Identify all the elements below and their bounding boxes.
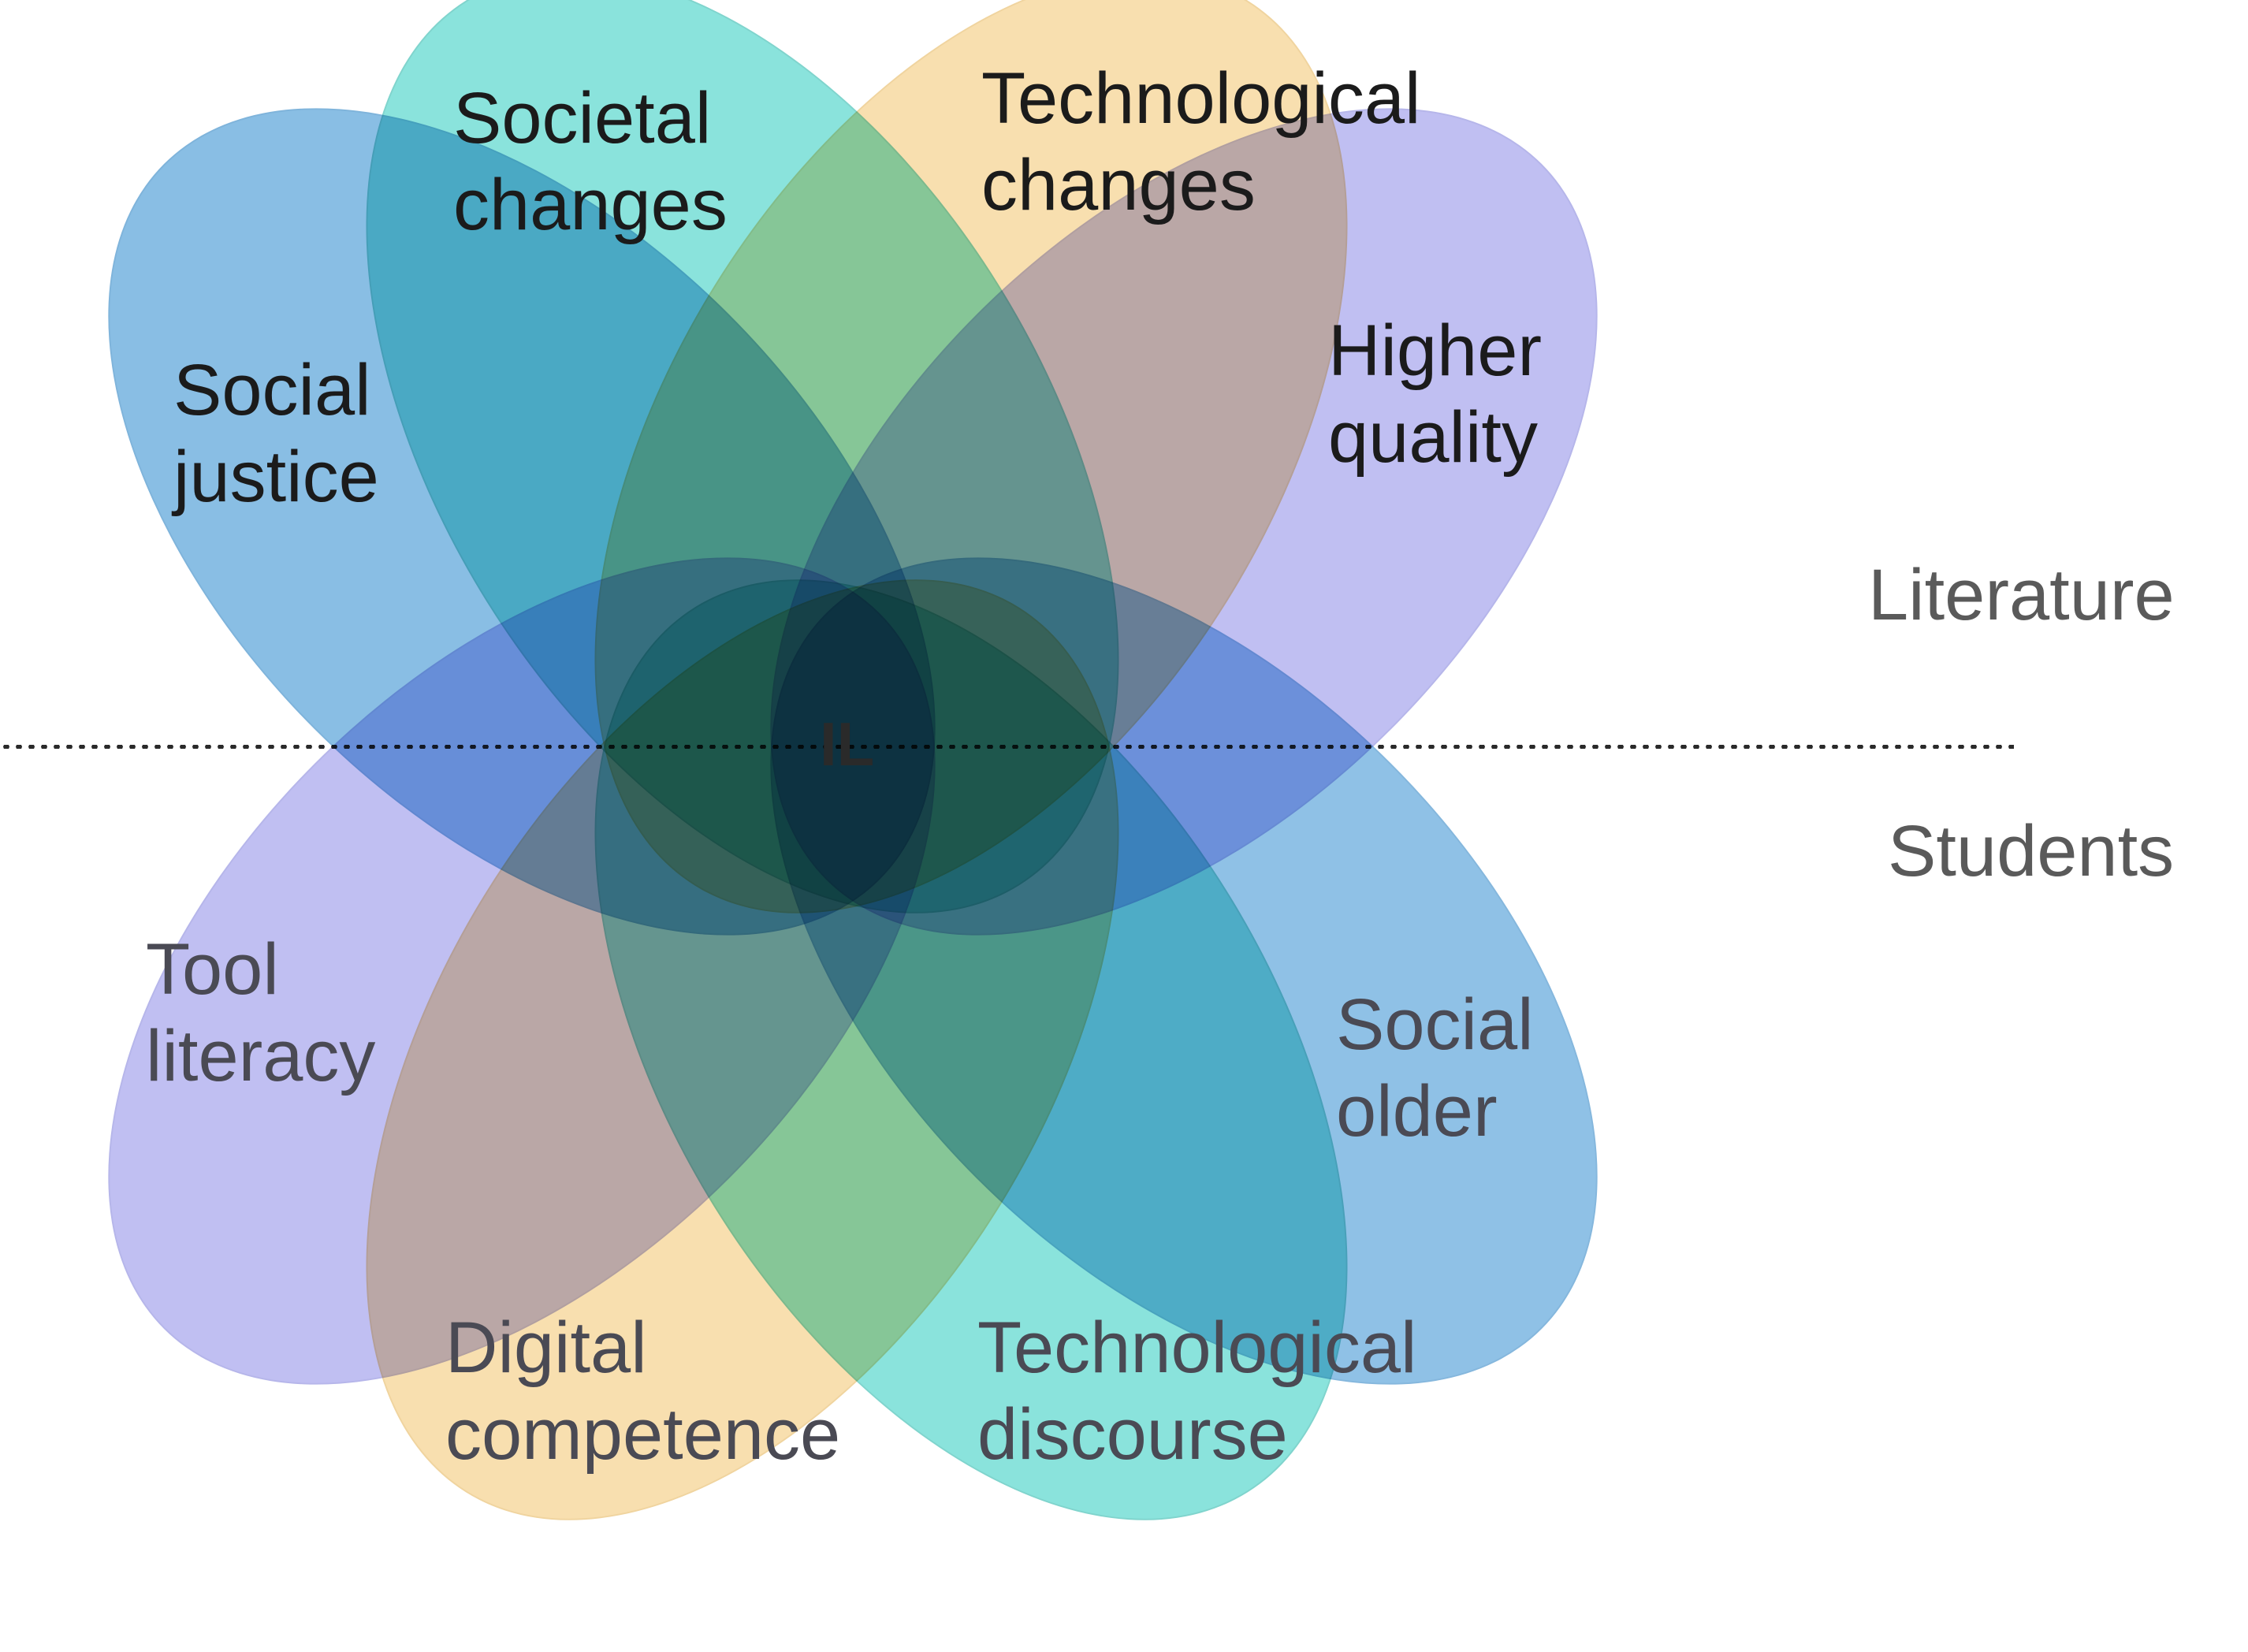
ellipse-label-higher-quality: Higher quality bbox=[1328, 307, 1542, 482]
ellipse-label-digital-competence: Digital competence bbox=[445, 1304, 840, 1479]
venn-diagram: IL Literature Students Social justice Soc… bbox=[0, 0, 2248, 1478]
center-label-il: IL bbox=[820, 708, 874, 782]
side-label-literature: Literature bbox=[1868, 552, 2175, 638]
ellipse-label-tool-literacy: Tool literacy bbox=[146, 926, 375, 1100]
ellipse-label-social-justice: Social justice bbox=[173, 347, 379, 521]
ellipse-label-societal-changes: Societal changes bbox=[453, 75, 728, 249]
ellipse-label-technological-discourse: Technological discourse bbox=[977, 1304, 1416, 1479]
ellipse-label-technological-changes: Technological changes bbox=[981, 55, 1420, 229]
side-label-students: Students bbox=[1888, 808, 2174, 895]
ellipse-label-social-older: Social older bbox=[1336, 981, 1534, 1155]
